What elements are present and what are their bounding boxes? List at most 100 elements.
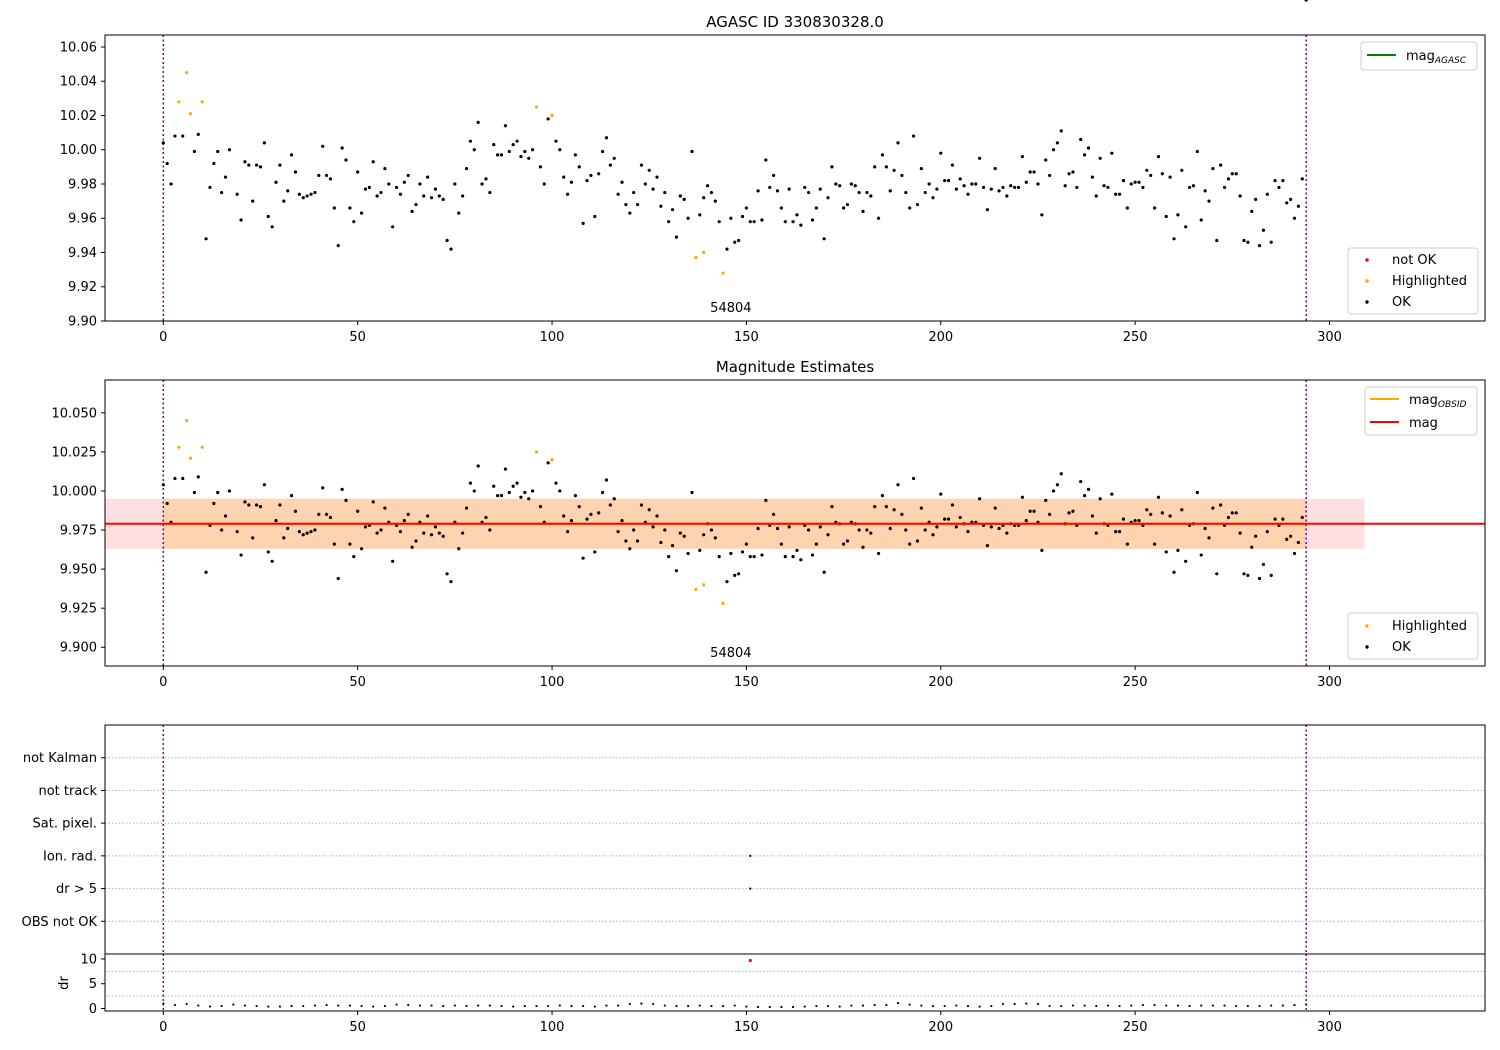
data-point-dr: [1211, 1004, 1214, 1007]
data-point-ok: [748, 555, 752, 559]
data-point-ok: [807, 528, 811, 532]
data-point-dr: [278, 1005, 282, 1008]
data-point-ok: [472, 148, 476, 152]
data-point-ok: [884, 165, 888, 169]
data-point-ok: [449, 580, 453, 584]
data-point-ok: [569, 519, 574, 523]
category-label: OBS not OK: [22, 915, 98, 930]
data-point-ok: [340, 146, 344, 150]
data-point-ok: [181, 134, 185, 138]
svg-text:magAGASC: magAGASC: [1406, 49, 1467, 66]
data-point-ok: [943, 517, 947, 521]
data-point-dr: [1130, 1004, 1133, 1007]
data-point-ok: [1024, 180, 1028, 184]
data-point-ok: [461, 531, 465, 535]
data-point-ok: [1129, 182, 1133, 186]
data-point-ok: [1032, 170, 1036, 174]
data-point-ok: [422, 531, 426, 535]
legend-marker-ok: [1365, 300, 1369, 304]
legend-label-not-ok: not OK: [1392, 253, 1437, 268]
y-tick-label: 9.90: [68, 315, 97, 330]
data-point-ok: [1234, 511, 1238, 515]
data-point-ok: [1211, 166, 1215, 171]
data-point-ok: [313, 190, 317, 195]
data-point-ok: [1141, 185, 1145, 190]
data-point-ok: [165, 161, 169, 166]
data-point-dr: [337, 1004, 340, 1007]
data-point-ok: [1051, 489, 1056, 493]
data-point-ok: [702, 533, 706, 537]
legend-marker-highlighted: [1365, 624, 1369, 628]
data-point-highlighted: [694, 587, 698, 592]
data-point-highlighted: [200, 100, 204, 104]
data-point-ok: [433, 187, 438, 191]
data-point-ok: [293, 509, 298, 513]
data-point-ok: [1292, 551, 1297, 556]
y-tick-label: 9.900: [60, 641, 97, 656]
data-point-ok: [737, 238, 741, 243]
axes-frame: [104, 953, 1486, 1012]
data-point-ok: [873, 504, 877, 509]
data-point-ok: [608, 503, 612, 507]
data-point-ok: [1048, 512, 1052, 517]
data-point-ok: [429, 533, 434, 537]
data-point-ok: [1028, 509, 1032, 513]
data-point-ok: [573, 494, 577, 498]
data-point-ok: [1055, 483, 1059, 487]
x-tick-label: 150: [734, 330, 759, 345]
data-point-ok: [954, 187, 958, 191]
data-point-ok: [336, 244, 340, 248]
legend-line: magAGASC: [1360, 41, 1478, 71]
data-point-dr: [826, 1004, 830, 1008]
data-point-dr: [663, 1004, 666, 1007]
svg-text:magOBSID: magOBSID: [1409, 393, 1467, 410]
data-point-ok: [1222, 185, 1227, 190]
data-point-ok: [857, 190, 861, 195]
data-point-ok: [344, 498, 348, 502]
data-point-ok: [301, 533, 305, 537]
data-point-ok: [472, 489, 476, 493]
data-point-ok: [1203, 526, 1207, 531]
data-point-dr: [1001, 1002, 1005, 1006]
data-point-ok: [861, 209, 865, 213]
data-point-ok: [1145, 168, 1149, 172]
data-point-dr: [885, 1003, 888, 1007]
data-point-dr: [208, 1005, 212, 1008]
data-point-ok: [1296, 540, 1301, 545]
data-point-ok: [402, 180, 406, 184]
data-point-dr: [535, 1004, 538, 1008]
data-point-ok: [896, 141, 900, 145]
data-point-ok: [476, 120, 480, 124]
data-point-ok: [542, 182, 546, 186]
data-point-ok: [740, 550, 745, 554]
data-point-ok: [791, 220, 795, 224]
data-point-ok: [729, 216, 733, 220]
data-point-ok: [165, 501, 169, 506]
data-point-ok: [667, 220, 671, 224]
data-point-ok: [565, 529, 570, 534]
category-label: Sat. pixel.: [33, 817, 97, 832]
data-point-ok: [499, 153, 504, 157]
data-point-ok: [356, 509, 360, 513]
data-point-ok: [488, 190, 492, 195]
data-point-ok: [807, 190, 811, 195]
data-point-ok: [383, 166, 387, 171]
data-point-dr: [500, 1004, 503, 1008]
data-point-highlighted: [188, 456, 193, 460]
data-point-ok: [1273, 517, 1277, 521]
category-label: dr > 5: [56, 882, 97, 897]
data-point-ok: [861, 545, 865, 549]
data-point-ok: [1289, 534, 1293, 538]
data-point-ok: [1261, 228, 1266, 232]
data-point-ok: [690, 149, 694, 154]
plot-area: 0 50 100 150 200 250 300 9.90 9.92 9.94 9.96 9.98 10…: [60, 0, 1342, 345]
data-point-ok: [527, 156, 531, 160]
data-point-ok: [216, 490, 220, 495]
flag-point: [749, 887, 752, 890]
data-point-ok: [830, 504, 834, 509]
data-point-dr: [990, 1004, 993, 1008]
data-point-ok: [993, 506, 997, 510]
data-point-ok: [1246, 573, 1250, 577]
axes-frame: [104, 34, 1486, 322]
